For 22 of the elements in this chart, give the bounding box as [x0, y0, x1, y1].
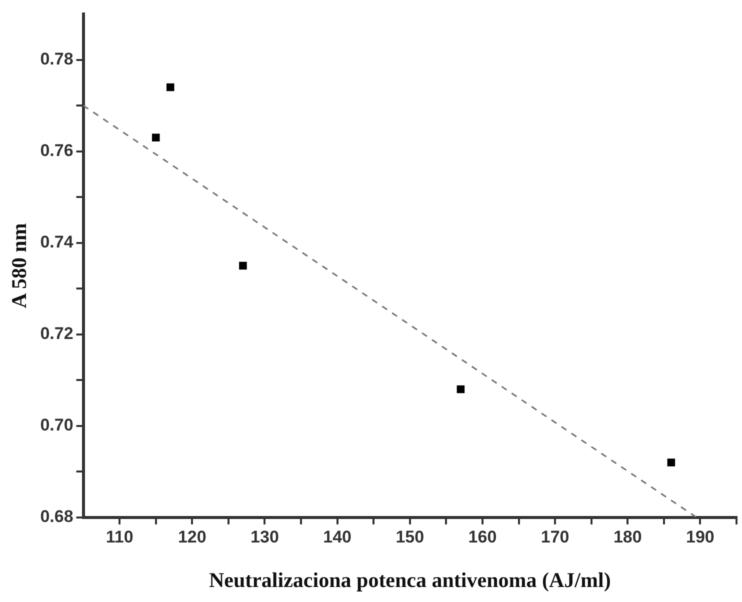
point	[152, 134, 160, 142]
x-tick-label: 110	[106, 527, 134, 546]
x-tick-label: 150	[396, 527, 424, 546]
x-axis-title: Neutralizaciona potenca antivenoma (AJ/ml)	[208, 568, 611, 592]
y-axis-title: A 580 nm	[7, 222, 32, 308]
x-tick-label: 170	[540, 527, 570, 546]
y-tick-label: 0.74	[40, 232, 74, 252]
point	[166, 83, 174, 92]
point	[456, 385, 465, 394]
y-tick-label: 0.78	[40, 49, 74, 68]
x-tick-label: 190	[686, 527, 714, 546]
x-tick-label: 160	[468, 527, 497, 546]
point	[667, 458, 676, 466]
y-tick-label: 0.70	[40, 416, 74, 435]
x-tick-label: 130	[250, 527, 279, 546]
y-tick-label: 0.76	[40, 140, 74, 160]
x-tick-label: 120	[178, 527, 206, 546]
y-tick-label: 0.72	[40, 324, 74, 344]
x-tick-label: 140	[323, 527, 352, 546]
point	[239, 262, 247, 270]
x-tick-label: 180	[613, 527, 642, 546]
y-tick-label: 0.68	[40, 507, 74, 526]
